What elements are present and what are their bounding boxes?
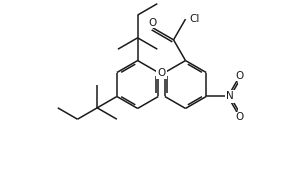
Text: O: O bbox=[235, 112, 243, 122]
Text: O: O bbox=[235, 71, 243, 81]
Text: N: N bbox=[226, 91, 234, 101]
Text: Cl: Cl bbox=[190, 14, 200, 24]
Text: O: O bbox=[149, 18, 157, 28]
Text: O: O bbox=[157, 68, 166, 78]
